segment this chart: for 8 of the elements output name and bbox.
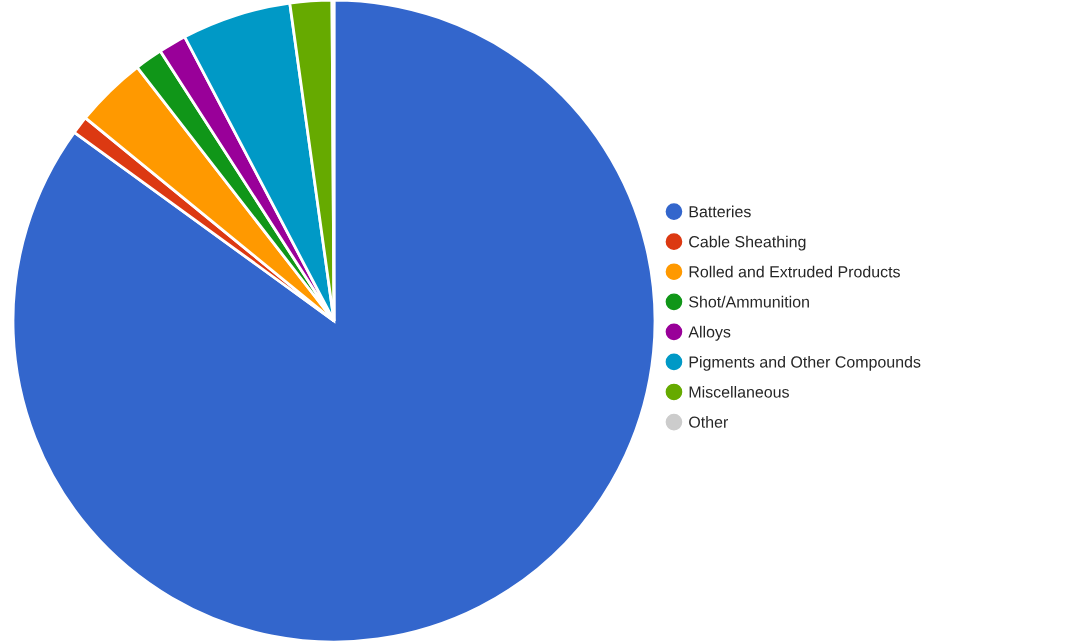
- legend-label: Shot/Ammunition: [689, 295, 809, 308]
- legend-label: Pigments and Other Compounds: [689, 355, 921, 371]
- legend-label: Cable Sheathing: [689, 235, 806, 251]
- legend-label: Rolled and Extruded Products: [689, 265, 900, 278]
- legend-label: Miscellaneous: [689, 386, 789, 398]
- legend-label: Alloys: [688, 325, 731, 341]
- legend-label: Batteries: [689, 205, 751, 218]
- legend-label: Other: [689, 416, 729, 428]
